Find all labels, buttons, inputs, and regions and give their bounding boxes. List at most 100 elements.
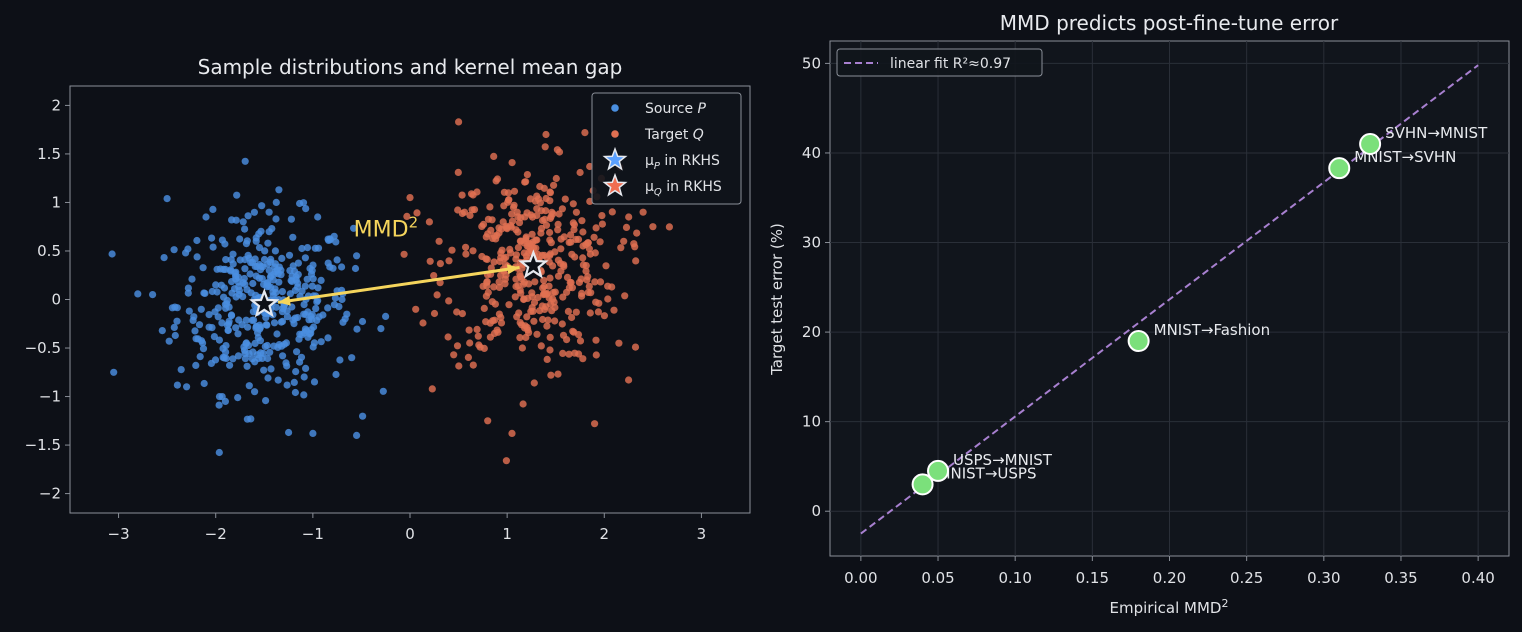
scatter-point: [200, 379, 208, 388]
scatter-point: [227, 311, 236, 319]
scatter-point: [324, 235, 332, 243]
scatter-point: [496, 257, 504, 265]
scatter-point: [592, 298, 600, 306]
scatter-point: [252, 237, 260, 245]
scatter-point: [222, 354, 230, 362]
scatter-point: [332, 370, 340, 379]
x-tick-label: 3: [697, 525, 707, 543]
scatter-point: [215, 448, 223, 457]
scatter-point: [540, 276, 548, 284]
scatter-point: [382, 312, 390, 320]
scatter-point: [491, 300, 499, 308]
scatter-point: [300, 301, 308, 309]
x-tick-label: 0.10: [998, 569, 1031, 587]
scatter-point: [256, 337, 264, 345]
scatter-point: [632, 257, 640, 265]
scatter-point: [208, 234, 216, 242]
scatter-point: [219, 344, 227, 353]
scatter-point: [170, 323, 178, 331]
right-chart-title: MMD predicts post-fine-tune error: [1000, 11, 1339, 35]
scatter-point: [197, 305, 205, 313]
scatter-point: [544, 316, 552, 324]
scatter-point: [518, 344, 527, 352]
scatter-point: [241, 350, 249, 358]
y-tick-label: 50: [802, 54, 821, 72]
scatter-point: [292, 368, 300, 376]
scatter-point: [505, 301, 513, 309]
scatter-point: [596, 238, 604, 246]
scatter-point: [350, 224, 358, 232]
scatter-point: [184, 284, 192, 292]
scatter-point: [546, 228, 554, 237]
scatter-point: [570, 328, 578, 336]
scatter-point: [260, 280, 268, 288]
scatter-point: [558, 205, 567, 213]
scatter-point: [226, 361, 234, 369]
scatter-point: [287, 276, 295, 285]
scatter-point: [273, 330, 281, 338]
scatter-point: [209, 205, 217, 213]
scatter-point: [546, 250, 554, 258]
scatter-point: [236, 235, 244, 243]
scatter-point: [522, 234, 530, 243]
scatter-point: [555, 148, 564, 156]
scatter-point: [436, 260, 444, 268]
scatter-point: [665, 223, 674, 231]
scatter-point: [518, 275, 526, 283]
scatter-point: [287, 215, 295, 223]
scatter-point: [585, 282, 593, 290]
scatter-point: [351, 264, 360, 273]
legend-swatch-star: [602, 146, 628, 171]
scatter-point: [246, 270, 254, 278]
scatter-point: [165, 337, 173, 345]
scatter-point: [474, 332, 482, 340]
scatter-point: [548, 307, 556, 315]
scatter-point: [483, 255, 491, 263]
scatter-point: [448, 246, 456, 254]
scatter-point: [239, 218, 247, 226]
left-chart-title: Sample distributions and kernel mean gap: [198, 55, 623, 79]
scatter-point: [537, 342, 545, 350]
scatter-point: [310, 339, 318, 347]
scatter-point: [233, 191, 241, 199]
scatter-point: [262, 397, 270, 405]
scatter-point: [358, 317, 367, 326]
scatter-point: [533, 205, 541, 213]
scatter-point: [462, 250, 470, 258]
point-label: MNIST→USPS: [938, 464, 1037, 482]
scatter-point: [184, 245, 192, 253]
scatter-point: [586, 250, 595, 258]
scatter-point: [530, 317, 538, 325]
scatter-point: [464, 353, 472, 361]
scatter-point: [570, 221, 579, 229]
scatter-point: [545, 258, 553, 266]
scatter-point: [241, 225, 249, 233]
left-legend-box: [591, 92, 742, 205]
scatter-point: [523, 171, 532, 179]
scatter-point: [518, 321, 526, 329]
scatter-point: [250, 316, 258, 324]
scatter-point: [458, 209, 466, 218]
y-tick-label: 0: [811, 502, 821, 520]
scatter-point: [310, 378, 319, 386]
scatter-point: [306, 264, 314, 273]
right-legend: linear fit R²≈0.97: [836, 48, 1043, 77]
scatter-point: [205, 311, 213, 319]
scatter-point: [576, 337, 585, 345]
scatter-point: [610, 306, 618, 314]
scatter-point: [559, 331, 568, 339]
scatter-point: [466, 339, 474, 347]
scatter-point: [514, 228, 522, 236]
scatter-point: [587, 289, 595, 297]
left-x-ticks: −3 −2 −1 0 1 2 3: [108, 513, 707, 543]
scatter-point: [560, 261, 568, 269]
legend-label-part: P: [654, 161, 661, 172]
scatter-point: [512, 255, 520, 263]
scatter-point: [639, 208, 647, 216]
scatter-point: [649, 223, 657, 231]
scatter-point: [241, 157, 249, 165]
scatter-point: [426, 257, 434, 265]
scatter-point: [232, 324, 240, 332]
scatter-point: [330, 301, 338, 309]
